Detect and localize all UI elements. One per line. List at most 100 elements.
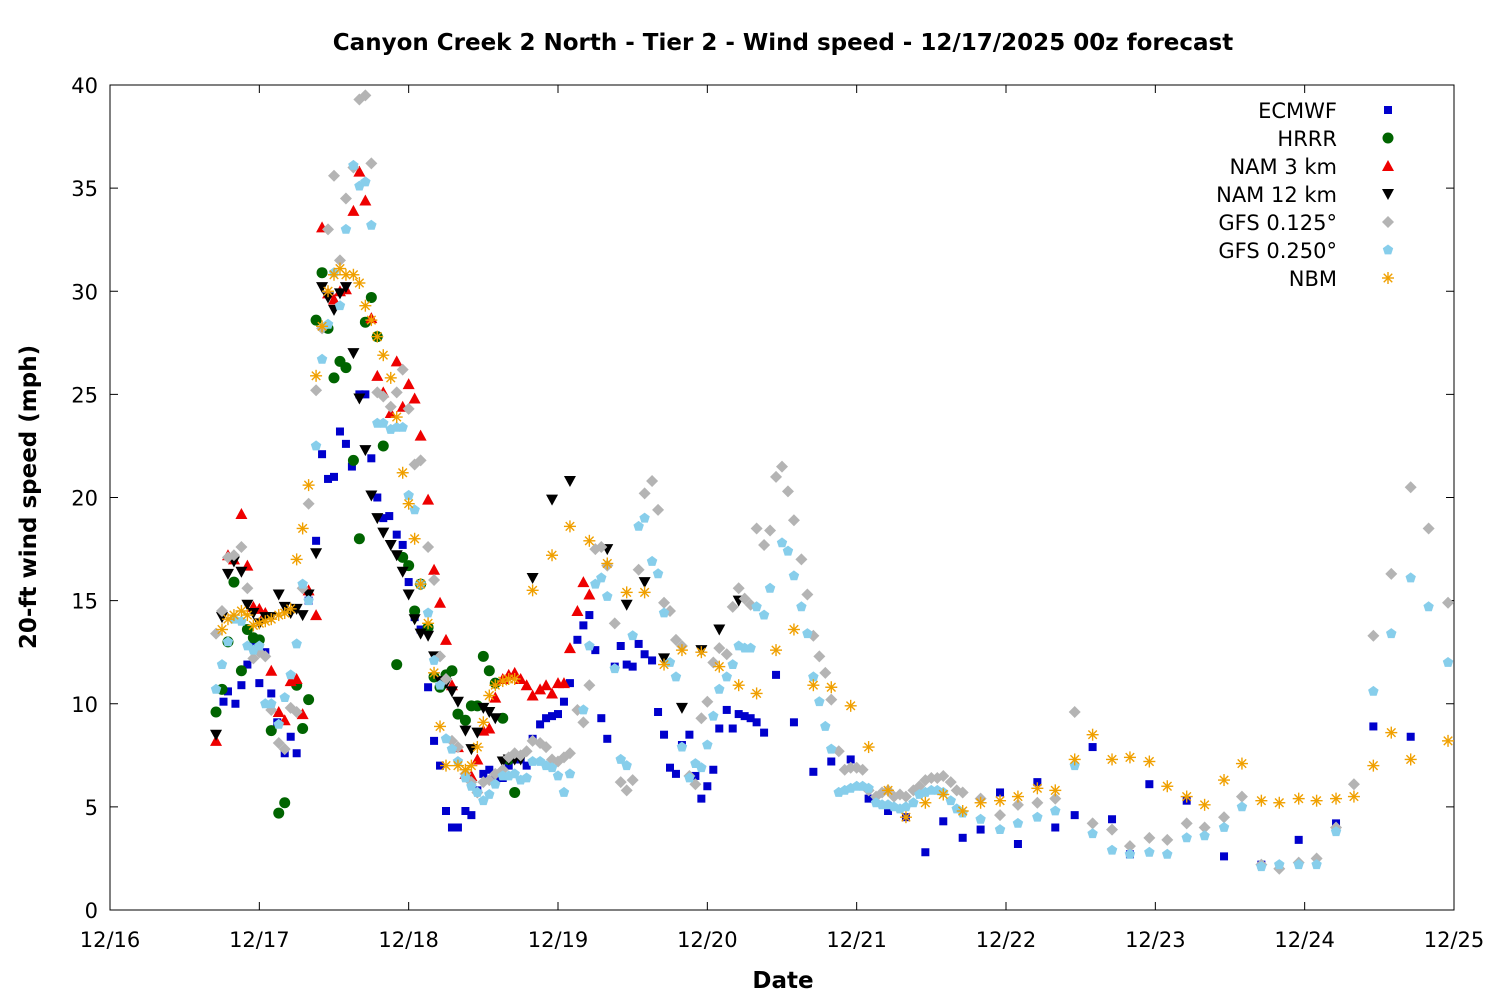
point-hrrr bbox=[509, 786, 521, 798]
point-gfs-0-250 bbox=[216, 659, 228, 669]
point-hrrr bbox=[483, 665, 495, 677]
point-hrrr bbox=[316, 267, 328, 279]
point-gfs-0-250 bbox=[291, 638, 302, 649]
point-gfs-0-250 bbox=[378, 417, 389, 428]
point-hrrr bbox=[340, 362, 352, 374]
x-tick-label: 12/24 bbox=[1274, 928, 1335, 952]
point-nbm bbox=[1404, 753, 1417, 766]
point-nbm bbox=[899, 811, 912, 824]
point-gfs-0-125 bbox=[856, 763, 869, 776]
point-nam-12-km bbox=[390, 550, 403, 562]
point-ecmwf bbox=[591, 646, 600, 655]
point-gfs-0-125 bbox=[726, 600, 739, 613]
point-nbm bbox=[1068, 753, 1081, 766]
point-hrrr bbox=[265, 725, 277, 737]
point-nbm bbox=[956, 805, 969, 817]
point-hrrr bbox=[297, 723, 309, 734]
point-nbm bbox=[546, 549, 559, 562]
point-nbm bbox=[434, 720, 447, 733]
point-ecmwf bbox=[622, 660, 631, 669]
point-nbm bbox=[1347, 790, 1360, 803]
point-nbm bbox=[408, 532, 421, 545]
point-gfs-0-250 bbox=[1405, 572, 1416, 583]
point-gfs-0-250 bbox=[222, 636, 234, 647]
point-gfs-0-125 bbox=[738, 592, 751, 605]
point-gfs-0-250 bbox=[297, 578, 308, 589]
point-ecmwf bbox=[385, 512, 394, 521]
point-gfs-0-125 bbox=[414, 454, 427, 467]
point-nam-3-km bbox=[359, 194, 372, 206]
point-gfs-0-125 bbox=[540, 741, 553, 754]
point-gfs-0-125 bbox=[620, 784, 633, 797]
point-ecmwf bbox=[671, 769, 680, 778]
point-gfs-0-250 bbox=[751, 601, 762, 612]
y-axis-ticks: 0 5 10 15 20 25 30 35 40 bbox=[71, 74, 1454, 923]
point-gfs-0-125 bbox=[365, 157, 378, 170]
point-ecmwf bbox=[223, 687, 232, 696]
x-tick-label: 12/16 bbox=[80, 928, 141, 952]
point-gfs-0-125 bbox=[944, 776, 957, 789]
point-nbm bbox=[284, 602, 297, 615]
point-gfs-0-125 bbox=[310, 384, 323, 397]
point-gfs-0-250 bbox=[446, 743, 458, 754]
point-hrrr bbox=[303, 694, 315, 706]
point-nbm bbox=[384, 371, 397, 384]
point-nbm bbox=[396, 466, 409, 479]
point-gfs-0-125 bbox=[707, 656, 720, 669]
point-gfs-0-250 bbox=[788, 570, 800, 581]
point-gfs-0-125 bbox=[1031, 796, 1044, 809]
x-axis-ticks: 12/16 12/17 12/18 12/19 12/20 12/21 12/22 12/23… bbox=[80, 85, 1484, 952]
point-ecmwf bbox=[219, 697, 228, 706]
point-nbm bbox=[675, 644, 688, 657]
point-nbm bbox=[459, 763, 472, 776]
point-nam-3-km bbox=[557, 677, 570, 689]
point-gfs-0-250 bbox=[334, 300, 346, 311]
point-hrrr bbox=[241, 624, 253, 635]
point-gfs-0-125 bbox=[1422, 522, 1435, 535]
legend-marker-gfs-0-250 bbox=[1382, 244, 1394, 255]
point-nbm bbox=[1310, 794, 1323, 807]
point-gfs-0-250 bbox=[633, 520, 644, 531]
x-tick-label: 12/18 bbox=[378, 928, 439, 952]
point-ecmwf bbox=[628, 662, 637, 671]
point-gfs-0-250 bbox=[1442, 657, 1454, 667]
point-nbm bbox=[1330, 792, 1343, 805]
point-nbm bbox=[563, 520, 576, 533]
legend-label-ecmwf: ECMWF bbox=[1258, 99, 1337, 123]
point-nbm bbox=[1049, 784, 1062, 797]
point-nam-3-km bbox=[347, 204, 360, 216]
point-ecmwf bbox=[404, 578, 413, 587]
point-nbm bbox=[428, 666, 441, 679]
point-nam-12-km bbox=[489, 713, 502, 725]
point-gfs-0-250 bbox=[863, 782, 874, 793]
point-nbm bbox=[1143, 755, 1156, 768]
point-gfs-0-250 bbox=[1012, 817, 1024, 828]
point-gfs-0-250 bbox=[1162, 848, 1173, 859]
point-gfs-0-250 bbox=[1032, 811, 1043, 822]
point-nam-3-km bbox=[540, 679, 553, 691]
point-nbm bbox=[290, 553, 303, 566]
point-gfs-0-250 bbox=[621, 760, 632, 771]
point-gfs-0-250 bbox=[627, 630, 638, 641]
point-ecmwf bbox=[772, 670, 781, 679]
point-hrrr bbox=[446, 665, 458, 677]
y-tick-label: 35 bbox=[71, 177, 98, 201]
point-nbm bbox=[695, 646, 708, 659]
point-gfs-0-125 bbox=[227, 549, 240, 562]
point-nbm bbox=[465, 759, 478, 772]
point-ecmwf bbox=[996, 788, 1005, 797]
point-gfs-0-250 bbox=[745, 642, 756, 653]
point-gfs-0-125 bbox=[384, 400, 397, 413]
x-tick-label: 12/19 bbox=[528, 928, 589, 952]
point-gfs-0-250 bbox=[428, 654, 440, 665]
point-gfs-0-125 bbox=[994, 809, 1007, 822]
point-gfs-0-125 bbox=[595, 541, 608, 553]
point-gfs-0-125 bbox=[1086, 817, 1099, 830]
point-gfs-0-250 bbox=[652, 568, 664, 579]
chart-title: Canyon Creek 2 North - Tier 2 - Wind spe… bbox=[333, 30, 1233, 56]
point-nam-3-km bbox=[434, 596, 447, 608]
point-ecmwf bbox=[286, 732, 295, 741]
point-nbm bbox=[322, 285, 335, 298]
point-ecmwf bbox=[654, 708, 663, 716]
